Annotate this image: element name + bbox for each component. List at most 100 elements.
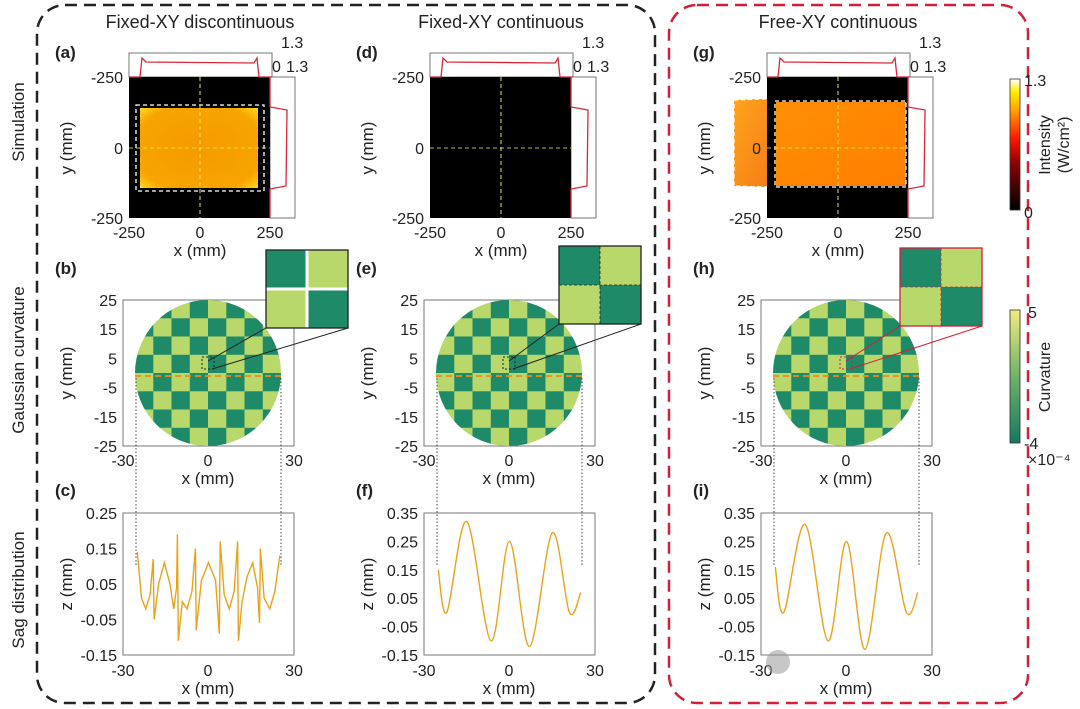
- sim-ylabel: y (mm): [358, 122, 377, 175]
- inset-leader: [849, 325, 983, 370]
- curvature-cell: [882, 354, 902, 374]
- curvature-cell: [472, 354, 492, 374]
- sag-axes: [760, 512, 933, 656]
- sim-ytick: 0: [114, 141, 123, 158]
- curvature-cell: [563, 354, 582, 374]
- curv-ytick: 15: [99, 322, 117, 339]
- curvature-cell: [208, 318, 227, 337]
- sag-ytick: 0.25: [86, 506, 117, 523]
- sag-ytick: 0.35: [387, 506, 418, 523]
- curv-ytick: -15: [732, 410, 755, 427]
- sag-ytick: -0.05: [719, 620, 756, 637]
- curvature-cell: [809, 318, 829, 337]
- sim-xtick: 0: [196, 225, 205, 242]
- curvature-cell: [564, 446, 583, 465]
- curvature-cell: [827, 409, 847, 429]
- curv-ytick: 25: [737, 293, 755, 310]
- curvature-cell: [263, 446, 282, 465]
- sim-xtick: 250: [895, 225, 922, 242]
- curvature-cell: [472, 318, 492, 337]
- curvature-cell: [527, 336, 546, 356]
- curvature-cell: [846, 391, 865, 410]
- curvature-cell: [791, 409, 810, 429]
- sag-ylabel: z (mm): [695, 558, 714, 611]
- curvature-cell: [171, 336, 191, 356]
- sim-xtick: -250: [414, 225, 446, 242]
- curvature-cell: [846, 373, 865, 392]
- curvature-cell: [773, 354, 792, 374]
- curvature-cell: [846, 336, 865, 356]
- curvature-cell: [135, 446, 154, 465]
- sim-ytick: -250: [392, 70, 424, 87]
- curvature-cell: [244, 336, 264, 356]
- zoom-inset: [265, 249, 349, 329]
- curv-xtick: 30: [285, 453, 303, 470]
- curv-ytick: -15: [94, 410, 117, 427]
- curvature-cell: [773, 373, 792, 392]
- curvature-cell: [208, 427, 227, 446]
- curvature-cell: [882, 391, 902, 410]
- sag-ytick: -0.15: [719, 648, 756, 665]
- curv-xtick: 0: [505, 453, 514, 470]
- sim-xlabel: x (mm): [475, 241, 528, 260]
- sag-ytick: -0.15: [382, 648, 419, 665]
- curvature-cell: [490, 391, 510, 410]
- beam-spot: [776, 102, 906, 186]
- sag-xtick: 30: [285, 663, 303, 680]
- curvature-cell: [900, 354, 919, 374]
- intensity-colorbar-max: 1.3: [1024, 73, 1046, 90]
- curvature-cell: [208, 373, 227, 392]
- curvature-cell: [189, 318, 209, 337]
- sag-xlabel: x (mm): [483, 679, 536, 698]
- panel-label: (g): [693, 43, 715, 62]
- curvature-cell: [901, 446, 920, 465]
- target-outline: [774, 100, 907, 188]
- sag-ylabel: z (mm): [358, 558, 377, 611]
- curvature-cell: [153, 446, 172, 465]
- inset-leader: [211, 327, 349, 370]
- curvature-cell: [189, 391, 209, 410]
- curvature-cell: [472, 409, 492, 429]
- curv-xlabel: x (mm): [182, 469, 235, 488]
- sim-xlabel: x (mm): [812, 241, 865, 260]
- sag-axes: [122, 512, 295, 656]
- right-intensity-profile: [269, 77, 288, 218]
- curvature-cell: [791, 336, 810, 356]
- curvature-cell: [509, 300, 528, 319]
- curv-ytick: 25: [400, 293, 418, 310]
- curvature-cell: [189, 300, 209, 319]
- curvature-cell: [882, 318, 902, 337]
- curvature-cell: [208, 409, 227, 429]
- top-intensity-profile: [767, 55, 910, 78]
- curvature-cell: [153, 373, 172, 392]
- intensity-colorbar-label: Intensity: [1037, 115, 1054, 175]
- zoom-inset-border: [558, 245, 642, 325]
- curvature-colorbar-max: 5: [1028, 305, 1037, 322]
- panel-label: (e): [356, 259, 377, 278]
- sag-xtick: 30: [923, 663, 941, 680]
- curvature-cell: [846, 409, 865, 429]
- top-profile-box: [429, 52, 574, 78]
- curvature-cell: [773, 446, 792, 465]
- curv-ytick: -15: [395, 410, 418, 427]
- sag-curve: [774, 523, 919, 651]
- sag-ylabel: z (mm): [57, 558, 76, 611]
- curv-ytick: -25: [395, 439, 418, 456]
- curvature-cell: [563, 373, 582, 392]
- sim-ytick: -250: [729, 211, 761, 228]
- curvature-colorbar: 5 -4 Curvature ×10⁻⁴: [1009, 305, 1071, 469]
- curv-ytick: 25: [99, 293, 117, 310]
- sag-ytick: 0.15: [86, 542, 117, 559]
- wechat-icon: [766, 650, 790, 674]
- curvature-cell: [527, 373, 546, 392]
- profile-max-label: 1.3: [582, 35, 604, 52]
- curvature-cell: [509, 427, 528, 446]
- curvature-cell: [189, 354, 209, 374]
- row-label-simulation: Simulation: [9, 82, 28, 161]
- inset-leader: [508, 323, 560, 362]
- sag-curve: [136, 534, 281, 641]
- curvature-cell: [153, 318, 172, 337]
- curvature-cell: [490, 409, 510, 429]
- curvature-cell: [809, 373, 829, 392]
